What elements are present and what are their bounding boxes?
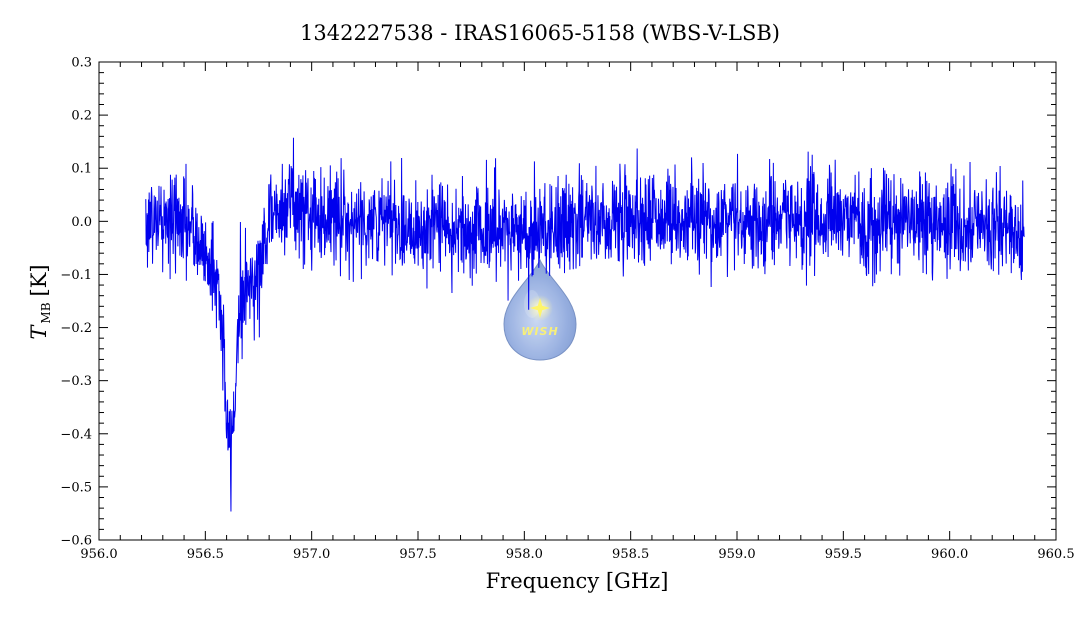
- y-axis-label: TMB [K]: [27, 264, 53, 339]
- y-tick-label: −0.2: [60, 321, 92, 336]
- y-tick-label: 0.0: [71, 215, 92, 230]
- x-tick-labels: 956.0 956.5 957.0 957.5 958.0 958.5 959.0 959.5…: [80, 547, 1074, 562]
- x-tick-label: 957.5: [399, 547, 436, 562]
- x-tick-label: 959.0: [718, 547, 755, 562]
- logo-text: WISH: [521, 325, 558, 338]
- x-tick-label: 958.5: [612, 547, 649, 562]
- y-tick-label: 0.2: [71, 109, 92, 124]
- axis-ticks: [98, 61, 1057, 541]
- y-axis-label-main: T: [27, 324, 51, 340]
- y-axis-label-sub: MB: [39, 302, 53, 323]
- spectrum-line: [145, 137, 1025, 512]
- x-tick-label: 957.0: [293, 547, 330, 562]
- y-tick-label: −0.6: [60, 534, 92, 549]
- y-tick-labels: 0.3 0.2 0.1 0.0 −0.1 −0.2 −0.3 −0.4 −0.5 −0.6: [60, 56, 92, 549]
- y-tick-label: −0.1: [60, 268, 92, 283]
- y-axis-label-unit: [K]: [27, 264, 51, 296]
- x-axis-label: Frequency [GHz]: [486, 569, 669, 593]
- x-tick-label: 959.5: [825, 547, 862, 562]
- y-tick-label: 0.3: [71, 56, 92, 71]
- x-tick-label: 956.5: [187, 547, 224, 562]
- y-tick-label: −0.3: [60, 374, 92, 389]
- x-tick-label: 960.0: [931, 547, 968, 562]
- y-tick-label: −0.4: [60, 427, 92, 442]
- plot-frame: [98, 61, 1057, 541]
- water-drop-star-logo: WISH: [503, 258, 577, 361]
- x-tick-label: 958.0: [506, 547, 543, 562]
- y-tick-label: 0.1: [71, 162, 92, 177]
- x-tick-label: 956.0: [80, 547, 117, 562]
- chart-title: 1342227538 - IRAS16065-5158 (WBS-V-LSB): [300, 21, 780, 45]
- x-tick-label: 960.5: [1037, 547, 1074, 562]
- y-tick-label: −0.5: [60, 480, 92, 495]
- spectrum-series-layer: [145, 137, 1025, 512]
